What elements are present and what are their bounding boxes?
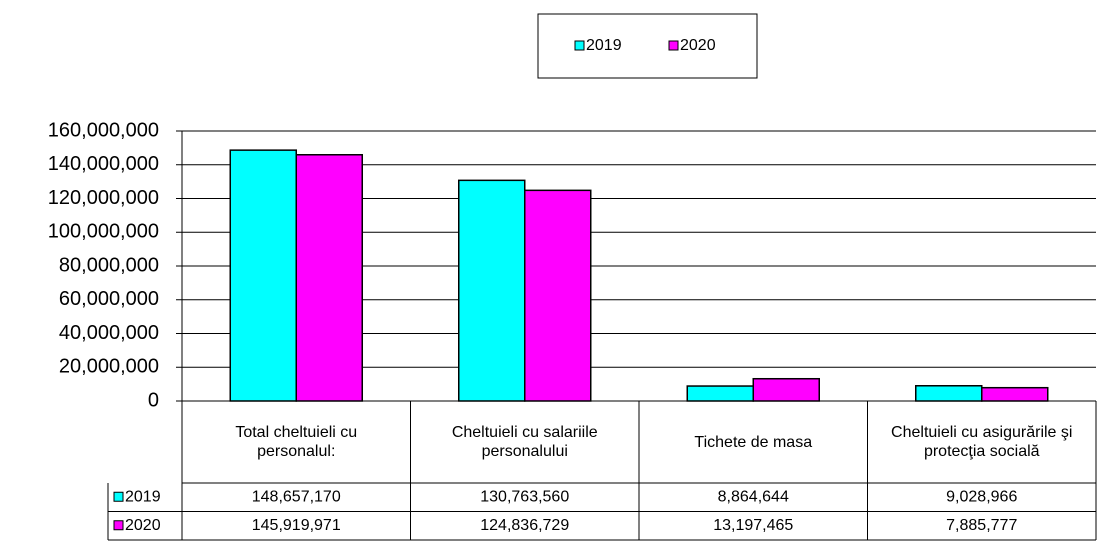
- x-tick-label-box: Cheltuieli cu asigurările şi protecţia s…: [891, 424, 1073, 460]
- bar: [229, 149, 297, 402]
- x-tick-label-box: Tichete de masa: [694, 433, 813, 451]
- table-value: 9,028,966: [946, 488, 1017, 505]
- table-value: 124,836,729: [480, 517, 569, 534]
- bar: [981, 386, 1049, 402]
- legend-box: [537, 13, 758, 79]
- table-value: 7,885,777: [946, 517, 1017, 534]
- legend-swatch: [113, 520, 124, 531]
- table-value: 148,657,170: [252, 488, 341, 505]
- bar: [752, 377, 820, 402]
- table-value: 130,763,560: [480, 488, 569, 505]
- y-tick-label: 140,000,000: [48, 153, 159, 175]
- bar: [295, 154, 363, 402]
- x-tick-label-box: Total cheltuieli cu personalul:: [235, 424, 358, 460]
- y-tick-label: 20,000,000: [59, 356, 159, 378]
- bar: [524, 189, 592, 402]
- table-value: 8,864,644: [718, 488, 789, 505]
- x-tick-label-box: Cheltuieli cu salariile personalului: [451, 424, 598, 460]
- legend-label: 2020: [680, 37, 716, 54]
- legend-swatch: [574, 40, 585, 51]
- y-tick-label: 0: [148, 389, 159, 411]
- table-value: 145,919,971: [252, 517, 341, 534]
- y-tick-label: 60,000,000: [59, 288, 159, 310]
- legend-swatch: [113, 491, 124, 502]
- y-tick-label: 80,000,000: [59, 254, 159, 276]
- x-tick-label: Cheltuieli cu salariile personalului: [451, 424, 598, 460]
- row-label: 2020: [125, 517, 161, 534]
- y-tick-label: 40,000,000: [59, 322, 159, 344]
- y-tick-label: 160,000,000: [48, 119, 159, 141]
- y-tick-label: 120,000,000: [48, 187, 159, 209]
- y-tick-label: 100,000,000: [48, 221, 159, 243]
- legend-label: 2019: [586, 37, 622, 54]
- bar: [686, 385, 754, 402]
- x-tick-label: Tichete de masa: [694, 433, 813, 451]
- bar: [458, 179, 526, 402]
- legend-swatch: [668, 40, 679, 51]
- table-value: 13,197,465: [713, 517, 793, 534]
- x-tick-label: Cheltuieli cu asigurările şi protecţia s…: [891, 424, 1073, 460]
- bar: [915, 385, 983, 402]
- row-label: 2019: [125, 488, 161, 505]
- x-tick-label: Total cheltuieli cu personalul:: [235, 424, 358, 460]
